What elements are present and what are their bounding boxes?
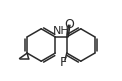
Text: O: O [65,18,75,31]
Text: NH: NH [53,26,69,36]
Text: F: F [60,56,67,69]
